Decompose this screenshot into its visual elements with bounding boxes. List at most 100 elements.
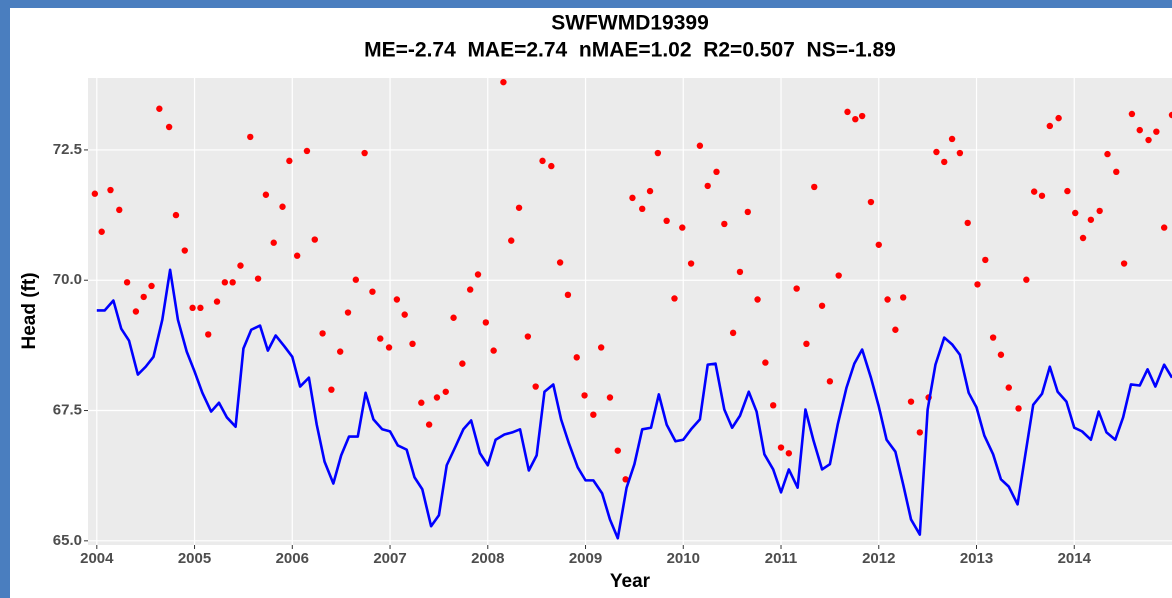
observed-point xyxy=(777,444,785,451)
observed-point xyxy=(892,326,899,333)
observed-point xyxy=(401,311,408,318)
observed-point xyxy=(1136,126,1143,134)
x-tick-label: 2012 xyxy=(862,550,895,567)
x-tick-label: 2008 xyxy=(471,550,504,567)
observed-point xyxy=(539,157,546,165)
observed-point xyxy=(1153,128,1160,135)
observed-point xyxy=(1168,111,1172,119)
observed-point xyxy=(844,108,851,116)
observed-point xyxy=(425,421,433,428)
observed-point xyxy=(116,206,123,214)
observed-point xyxy=(369,288,376,295)
observed-point xyxy=(293,252,301,259)
y-tick-label: 70.0 xyxy=(53,271,82,288)
observed-point xyxy=(1079,234,1087,242)
observed-point xyxy=(744,208,751,216)
observed-point xyxy=(181,247,188,254)
observed-point xyxy=(1046,122,1054,130)
x-tick-label: 2006 xyxy=(276,550,309,567)
observed-point xyxy=(867,198,875,206)
observed-point xyxy=(393,296,401,303)
observed-point xyxy=(721,220,728,228)
observed-point xyxy=(564,291,572,299)
observed-point xyxy=(974,281,981,288)
observed-point xyxy=(982,256,989,264)
observed-point xyxy=(1113,168,1120,176)
observed-point xyxy=(336,348,344,355)
panel xyxy=(88,78,1172,545)
observed-point xyxy=(785,450,793,457)
observed-point xyxy=(1055,114,1062,122)
simulated-line xyxy=(96,268,1172,540)
observed-point xyxy=(1030,188,1038,195)
x-tick-label: 2011 xyxy=(765,550,798,567)
observed-point xyxy=(1128,110,1136,118)
observed-point xyxy=(548,162,555,170)
observed-point xyxy=(254,275,262,282)
observed-point xyxy=(1145,136,1152,144)
observed-point xyxy=(754,296,761,303)
observed-point xyxy=(835,272,842,279)
observed-point xyxy=(639,205,646,213)
observed-point xyxy=(91,190,99,197)
observed-point xyxy=(140,293,147,301)
observed-point xyxy=(172,211,180,219)
observed-point xyxy=(377,335,384,342)
x-axis-title: Year xyxy=(610,571,651,592)
observed-point xyxy=(663,217,670,225)
observed-point xyxy=(826,378,834,385)
observed-point xyxy=(482,319,490,326)
observed-point xyxy=(107,186,114,194)
observed-point xyxy=(941,158,948,166)
observed-point xyxy=(679,224,686,231)
observed-point xyxy=(762,359,769,366)
observed-point xyxy=(515,204,523,211)
observed-point xyxy=(803,340,810,348)
observed-point xyxy=(303,147,311,155)
observed-point xyxy=(213,298,221,305)
observed-point xyxy=(736,268,744,276)
observed-point xyxy=(916,429,924,436)
x-tick-label: 2014 xyxy=(1058,550,1092,567)
observed-point xyxy=(361,149,368,157)
observed-point xyxy=(205,331,212,338)
observed-point xyxy=(811,183,818,191)
observed-point xyxy=(629,194,636,202)
x-tick-label: 2013 xyxy=(960,550,993,567)
observed-point xyxy=(442,388,449,395)
observed-point xyxy=(524,333,532,340)
observed-point xyxy=(1120,260,1128,267)
observed-point xyxy=(1072,209,1079,217)
observed-point xyxy=(156,105,163,112)
observed-point xyxy=(899,294,907,301)
observed-point xyxy=(606,394,614,401)
observed-point xyxy=(729,329,737,337)
y-axis-title: Head (ft) xyxy=(19,272,40,349)
observed-point xyxy=(614,447,621,454)
observed-point xyxy=(197,304,204,312)
observed-point xyxy=(98,228,105,235)
observed-point xyxy=(311,236,318,243)
chart-subtitle: ME=-2.74 MAE=2.74 nMAE=1.02 R2=0.507 NS=… xyxy=(364,39,896,62)
observed-point xyxy=(590,411,597,418)
observed-point xyxy=(148,282,155,290)
observed-point xyxy=(654,149,662,157)
chart-title: SWFWMD19399 xyxy=(551,12,709,35)
observed-point xyxy=(344,309,352,316)
observed-point xyxy=(1005,384,1012,391)
observed-point xyxy=(385,344,393,351)
observed-point xyxy=(907,398,915,405)
observed-point xyxy=(1038,192,1046,199)
observed-point xyxy=(490,347,497,354)
observed-point xyxy=(1023,276,1030,283)
observed-point xyxy=(247,133,254,141)
observed-point xyxy=(221,279,229,286)
observed-point xyxy=(573,354,580,361)
y-tick-label: 65.0 xyxy=(53,532,82,549)
observed-point xyxy=(687,260,695,267)
observed-point xyxy=(279,203,286,210)
observed-point xyxy=(1087,216,1095,223)
plot-area xyxy=(91,78,1172,540)
